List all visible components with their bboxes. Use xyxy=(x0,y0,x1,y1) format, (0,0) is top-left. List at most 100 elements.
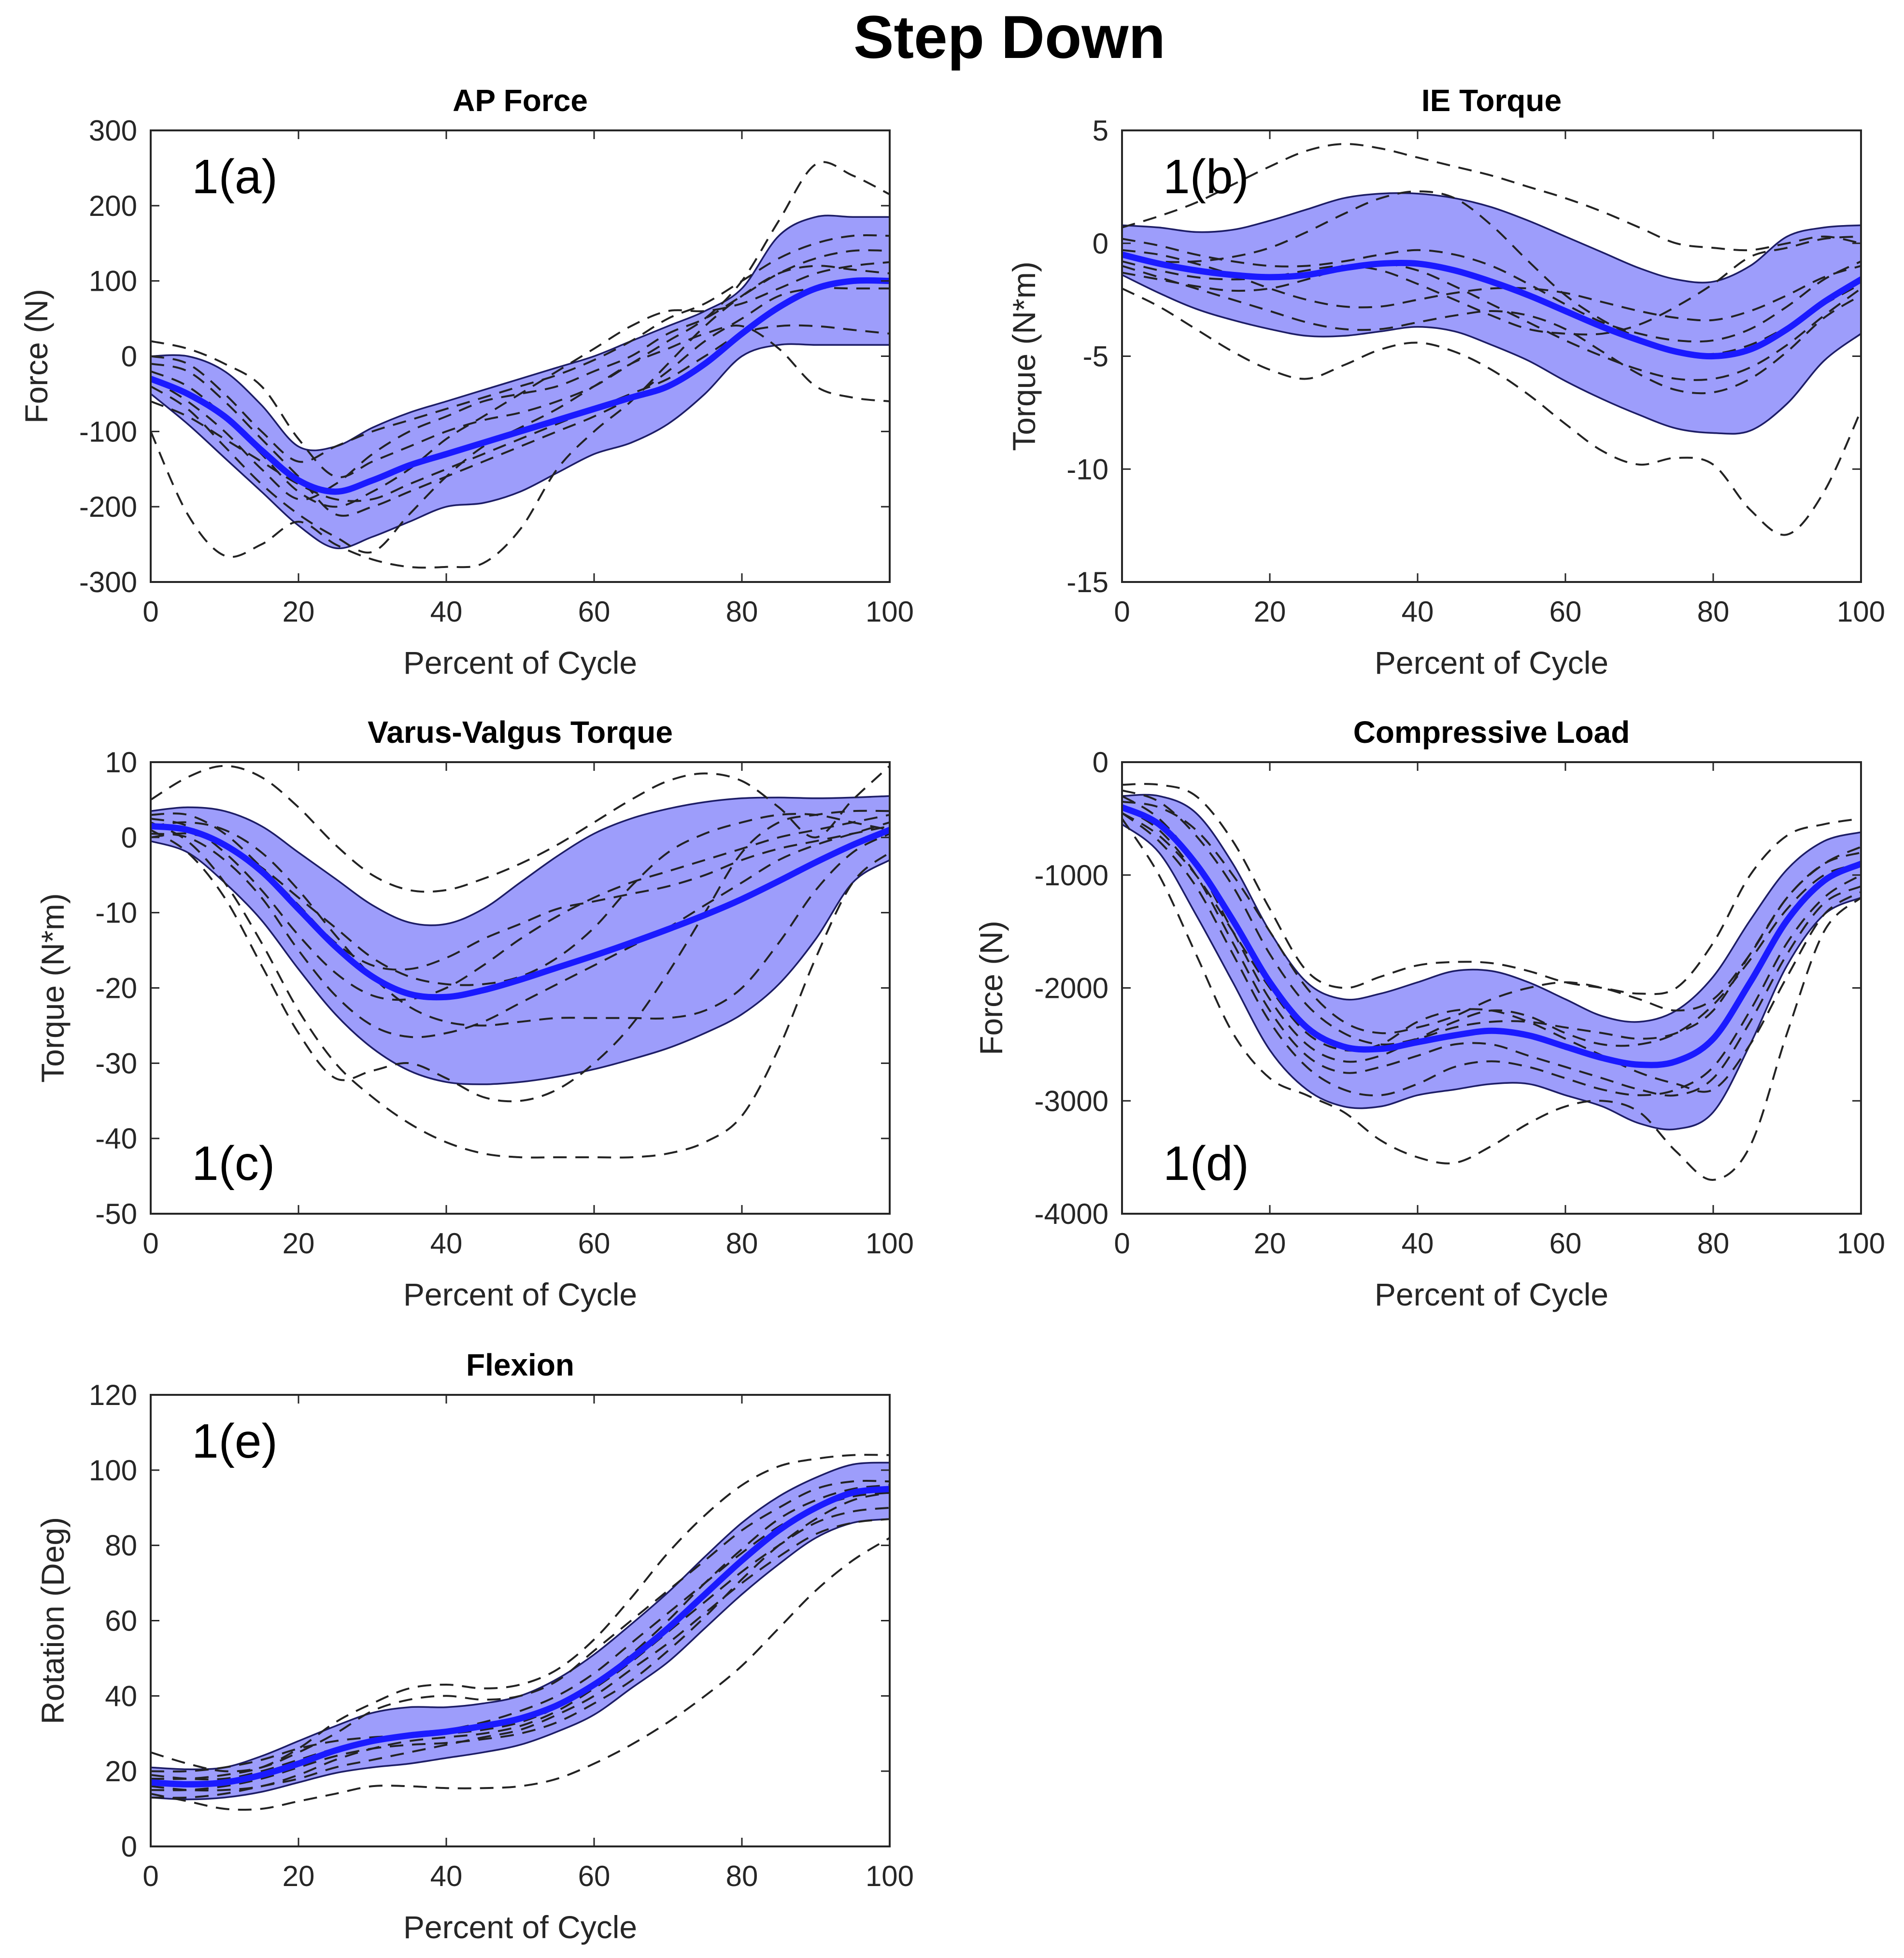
confidence-band xyxy=(1122,794,1861,1131)
trial-line-6 xyxy=(151,821,890,1027)
y-tick-label: -10 xyxy=(1066,453,1108,485)
trial-line-4 xyxy=(1122,265,1861,395)
mean-point xyxy=(814,1506,817,1509)
y-tick-label: 100 xyxy=(89,265,137,298)
mean-point xyxy=(629,941,633,944)
x-tick-label: 40 xyxy=(430,596,463,628)
y-tick-label: 100 xyxy=(89,1454,137,1487)
mean-point xyxy=(667,384,669,388)
y-axis-label: Torque (N*m) xyxy=(1006,261,1042,451)
mean-point xyxy=(1675,1060,1678,1063)
x-axis-label: Percent of Cycle xyxy=(1375,1277,1608,1312)
mean-point xyxy=(1342,1045,1345,1049)
mean-point xyxy=(482,989,485,992)
mean-point xyxy=(1157,823,1161,826)
y-tick-label: 120 xyxy=(89,1379,137,1411)
chart-panel-ap-force: 0 20 40 60 80 100 -300 -200 -100 0 100 200 300 AP For… xyxy=(18,83,914,681)
x-tick-label: 0 xyxy=(1114,1227,1130,1260)
trial-line-5 xyxy=(151,287,890,517)
y-tick-label: 0 xyxy=(1093,746,1108,779)
panel-title: Varus-Valgus Torque xyxy=(368,715,673,750)
y-tick-label: -10 xyxy=(95,897,137,929)
panel-title: AP Force xyxy=(453,83,588,118)
mean-point xyxy=(851,843,854,847)
trial-line-3 xyxy=(1122,190,1861,355)
mean-point xyxy=(814,287,817,290)
x-tick-label: 80 xyxy=(726,1860,758,1892)
trial-line-1 xyxy=(151,765,890,893)
chart-panel-ie-torque: 0 20 40 60 80 100 -15 -10 -5 0 5 IE Torque Percent o… xyxy=(1006,83,1885,681)
trial-line-8 xyxy=(1122,812,1861,1093)
mean-point xyxy=(851,1491,854,1494)
x-tick-label: 0 xyxy=(1114,596,1130,628)
mean-point xyxy=(1712,1037,1715,1040)
chart-panel-compressive-load: 0 20 40 60 80 100 -4000 -3000 -2000 -1000 0 Compres… xyxy=(973,715,1885,1312)
x-tick-label: 40 xyxy=(430,1227,463,1260)
trial-line-8 xyxy=(151,821,890,1038)
trial-line-2 xyxy=(151,1537,890,1811)
mean-point xyxy=(371,479,374,482)
mean-point xyxy=(1527,294,1530,297)
mean-point xyxy=(629,396,633,399)
mean-point xyxy=(445,995,448,999)
plot-area xyxy=(151,130,890,582)
trial-line-6 xyxy=(1122,262,1861,381)
y-axis-label: Rotation (Deg) xyxy=(35,1517,71,1724)
y-tick-label: 10 xyxy=(105,746,137,779)
y-axis-label: Force (N) xyxy=(18,289,54,424)
trial-line-4 xyxy=(151,1506,890,1792)
trial-line-4 xyxy=(151,261,890,508)
x-axis-label: Percent of Cycle xyxy=(1375,645,1608,681)
y-tick-label: -200 xyxy=(79,491,137,523)
y-tick-label: 80 xyxy=(105,1530,137,1562)
mean-point xyxy=(519,430,522,433)
chart-panel-flexion: 0 20 40 60 80 100 0 20 40 60 80 100 120 Flexion Percen… xyxy=(35,1348,914,1945)
mean-point xyxy=(1453,1034,1456,1037)
chart-panel-varus-valgus-torque: 0 20 40 60 80 100 -50 -40 -30 -20 -10 0 10 Varus-Valg… xyxy=(35,715,914,1312)
mean-point xyxy=(1490,1029,1493,1033)
y-tick-label: 0 xyxy=(121,822,137,854)
mean-point xyxy=(777,306,781,309)
mean-point xyxy=(223,1781,226,1784)
mean-point xyxy=(297,907,300,910)
mean-line xyxy=(151,277,890,495)
mean-point xyxy=(1490,280,1493,284)
trial-line-7 xyxy=(151,814,890,1001)
mean-point xyxy=(555,1703,559,1707)
x-tick-label: 20 xyxy=(1254,596,1286,628)
mean-point xyxy=(445,453,448,456)
x-tick-label: 20 xyxy=(283,596,315,628)
x-tick-label: 60 xyxy=(578,1860,611,1892)
y-tick-label: 5 xyxy=(1093,114,1108,147)
trial-line-2 xyxy=(151,821,890,1159)
panel-label: 1(c) xyxy=(192,1136,275,1191)
x-tick-label: 80 xyxy=(726,1227,758,1260)
x-tick-label: 60 xyxy=(1549,1227,1582,1260)
mean-point xyxy=(555,966,559,969)
plot-content xyxy=(151,1454,890,1811)
mean-point xyxy=(629,1657,633,1660)
plot-content xyxy=(151,765,890,1159)
mean-point xyxy=(371,975,374,979)
trial-line-8 xyxy=(151,1518,890,1799)
x-tick-label: 40 xyxy=(430,1860,463,1892)
panel-title: Flexion xyxy=(466,1348,574,1382)
x-axis-label: Percent of Cycle xyxy=(403,1277,637,1312)
mean-point xyxy=(334,945,337,948)
trial-line-7 xyxy=(1122,235,1861,336)
mean-point xyxy=(260,449,263,452)
panel-title: IE Torque xyxy=(1421,83,1562,118)
mean-point xyxy=(223,843,226,847)
y-tick-label: 0 xyxy=(121,1830,137,1863)
trial-line-1 xyxy=(1122,818,1861,1181)
mean-point xyxy=(408,993,411,995)
mean-point xyxy=(1638,339,1641,342)
mean-point xyxy=(1786,327,1789,331)
x-tick-label: 60 xyxy=(1549,596,1582,628)
x-tick-label: 20 xyxy=(283,1227,315,1260)
mean-point xyxy=(371,1739,374,1743)
x-tick-label: 0 xyxy=(142,1227,158,1260)
mean-point xyxy=(1416,1040,1419,1044)
x-tick-label: 100 xyxy=(866,1227,914,1260)
panel-label: 1(d) xyxy=(1163,1136,1249,1191)
